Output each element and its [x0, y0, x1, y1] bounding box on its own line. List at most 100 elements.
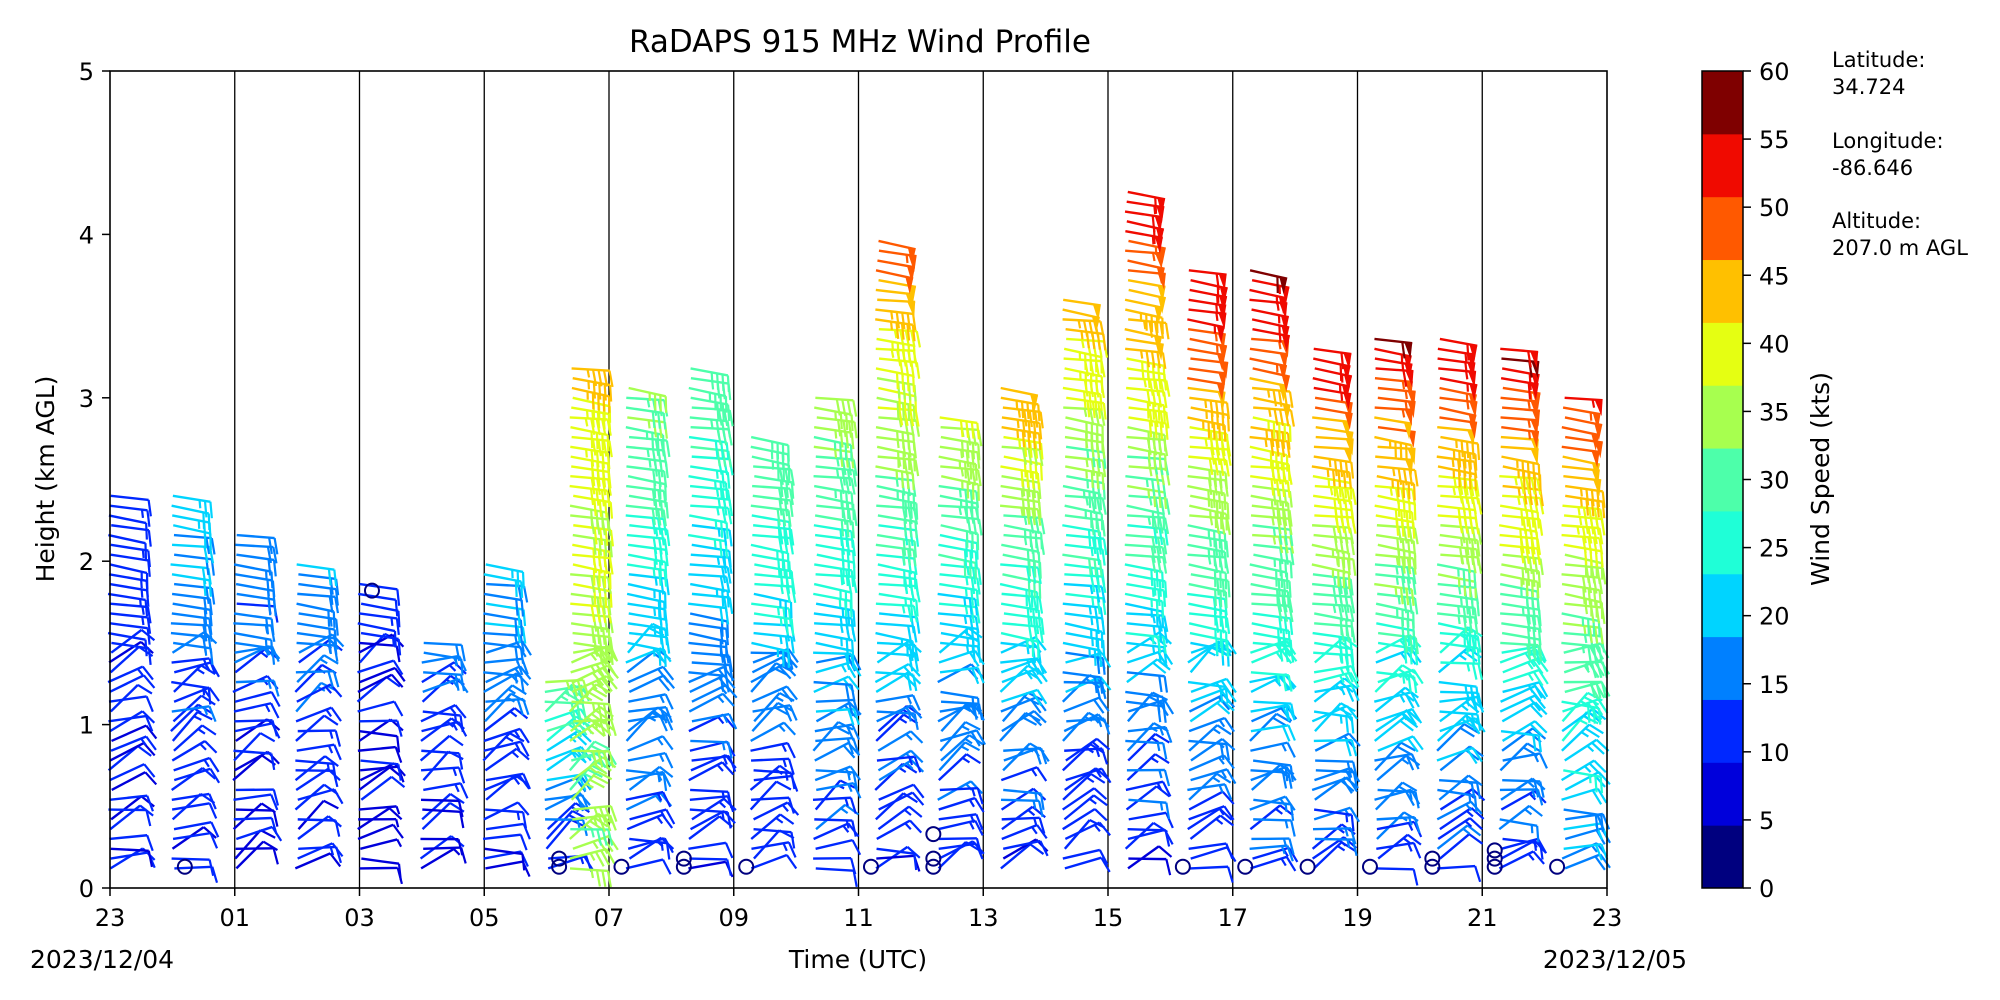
barb-full — [966, 441, 970, 459]
barb-staff — [110, 847, 149, 852]
barb-half — [847, 771, 851, 781]
barb-full — [728, 755, 737, 772]
barb-staff — [1439, 710, 1478, 716]
barb-full — [390, 775, 406, 789]
barb-staff — [360, 602, 399, 613]
barb-half — [514, 667, 522, 676]
barb-flag — [906, 265, 915, 284]
barb-half — [1151, 252, 1156, 262]
barb-full — [1277, 628, 1281, 646]
barb-staff — [420, 798, 460, 803]
barb-half — [710, 419, 714, 428]
wind-barb — [753, 631, 795, 654]
barb-half — [141, 616, 145, 626]
barb-full — [844, 684, 850, 701]
barb-full — [659, 501, 664, 518]
barb-half — [660, 810, 666, 819]
barb-full — [1402, 481, 1406, 499]
barb-staff — [1062, 641, 1101, 652]
barb-full — [721, 489, 726, 506]
barb-half — [1458, 654, 1467, 661]
wind-barb — [572, 543, 612, 569]
wind-barb — [423, 651, 464, 676]
wind-barb — [814, 818, 857, 837]
wind-barb — [814, 563, 855, 587]
barb-full — [517, 801, 530, 816]
barb-staff — [298, 845, 337, 850]
barb-full — [1475, 686, 1480, 704]
barb-staff — [815, 396, 854, 402]
barb-full — [1093, 393, 1098, 410]
barb-half — [715, 470, 719, 479]
wind-barb — [235, 679, 280, 697]
barb-full — [976, 787, 984, 805]
wind-barb — [421, 749, 464, 770]
barb-staff — [1064, 856, 1102, 870]
barb-staff — [1128, 811, 1167, 821]
barb-staff — [233, 612, 272, 620]
wind-barb — [171, 680, 212, 705]
wind-profile-column — [419, 641, 469, 870]
barb-staff — [751, 602, 790, 610]
barb-staff — [570, 622, 609, 631]
wind-barb — [753, 827, 796, 849]
barb-staff — [484, 847, 523, 856]
barb-full — [779, 813, 795, 825]
barb-staff — [814, 563, 852, 572]
barb-full — [847, 458, 853, 476]
wind-profile-column — [812, 396, 862, 888]
barb-half — [784, 772, 789, 781]
barb-full — [1459, 547, 1464, 564]
barb-half — [514, 635, 518, 644]
barb-half — [960, 449, 964, 459]
wind-barb — [938, 796, 985, 813]
barb-staff — [814, 514, 853, 524]
barb-full — [726, 420, 732, 438]
wind-barb — [235, 825, 283, 842]
barb-staff — [1440, 661, 1479, 665]
barb-full — [267, 559, 272, 576]
barb-staff — [572, 377, 611, 387]
barb-full — [590, 575, 596, 593]
barb-full — [1227, 580, 1231, 598]
barb-staff — [544, 684, 583, 694]
barb-full — [726, 590, 730, 608]
barb-full — [914, 459, 920, 477]
barb-staff — [1312, 631, 1351, 640]
barb-staff — [815, 707, 854, 713]
barb-half — [906, 762, 914, 770]
barb-full — [913, 756, 922, 773]
barb-full — [663, 538, 669, 556]
wind-barb — [626, 563, 668, 587]
wind-barb — [571, 700, 614, 721]
barb-half — [1268, 408, 1272, 418]
barb-full — [509, 732, 525, 743]
barb-half — [1152, 614, 1156, 624]
wind-barb — [1001, 592, 1044, 614]
barb-staff — [691, 754, 730, 762]
barb-full — [782, 607, 787, 625]
barb-full — [590, 477, 596, 495]
barb-full — [849, 765, 862, 781]
barb-full — [850, 414, 854, 432]
barb-staff — [297, 788, 335, 801]
barb-staff — [754, 563, 792, 573]
barb-full — [786, 742, 796, 759]
wind-barb — [297, 799, 339, 830]
wind-barb — [171, 504, 211, 531]
barb-half — [326, 763, 331, 772]
barb-full — [721, 761, 735, 776]
barb-staff — [691, 524, 730, 532]
barb-staff — [875, 269, 914, 280]
wind-barb — [422, 808, 465, 829]
barb-staff — [1062, 711, 1090, 742]
barb-staff — [546, 729, 580, 752]
barb-full — [967, 627, 983, 639]
wind-barb — [1001, 816, 1046, 834]
barb-full — [1089, 374, 1093, 391]
barb-staff — [878, 592, 917, 602]
barb-full — [900, 323, 905, 340]
barb-full — [789, 537, 794, 555]
barb-full — [145, 724, 158, 740]
barb-full — [1460, 440, 1464, 458]
